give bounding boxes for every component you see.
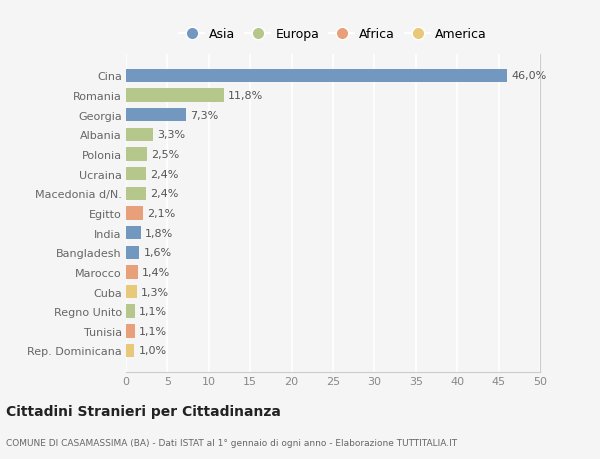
Bar (126, 109, 187, 122)
Text: 1,1%: 1,1% (139, 307, 167, 317)
Bar (126, 246, 139, 259)
Text: 2,4%: 2,4% (150, 189, 178, 199)
Text: COMUNE DI CASAMASSIMA (BA) - Dati ISTAT al 1° gennaio di ogni anno - Elaborazion: COMUNE DI CASAMASSIMA (BA) - Dati ISTAT … (6, 438, 457, 447)
Text: 2,4%: 2,4% (150, 169, 178, 179)
Text: 2,1%: 2,1% (148, 208, 176, 218)
Legend: Asia, Europa, Africa, America: Asia, Europa, Africa, America (174, 23, 492, 46)
Text: Cittadini Stranieri per Cittadinanza: Cittadini Stranieri per Cittadinanza (6, 404, 281, 419)
Bar (126, 266, 137, 279)
Text: 11,8%: 11,8% (228, 91, 263, 101)
Text: 1,8%: 1,8% (145, 228, 173, 238)
Bar (126, 89, 224, 102)
Bar (126, 148, 146, 161)
Text: 1,0%: 1,0% (139, 346, 167, 356)
Text: 46,0%: 46,0% (511, 71, 546, 81)
Bar (126, 305, 135, 318)
Text: 1,3%: 1,3% (141, 287, 169, 297)
Bar (126, 226, 141, 240)
Bar (126, 129, 154, 142)
Bar (126, 344, 134, 358)
Text: 1,4%: 1,4% (142, 267, 170, 277)
Bar (126, 207, 143, 220)
Text: 7,3%: 7,3% (191, 110, 219, 120)
Text: 1,1%: 1,1% (139, 326, 167, 336)
Bar (126, 187, 146, 201)
Bar (126, 325, 135, 338)
Bar (126, 285, 137, 298)
Text: 1,6%: 1,6% (143, 248, 172, 257)
Bar (126, 168, 146, 181)
Text: 3,3%: 3,3% (157, 130, 185, 140)
Bar (126, 69, 507, 83)
Text: 2,5%: 2,5% (151, 150, 179, 160)
